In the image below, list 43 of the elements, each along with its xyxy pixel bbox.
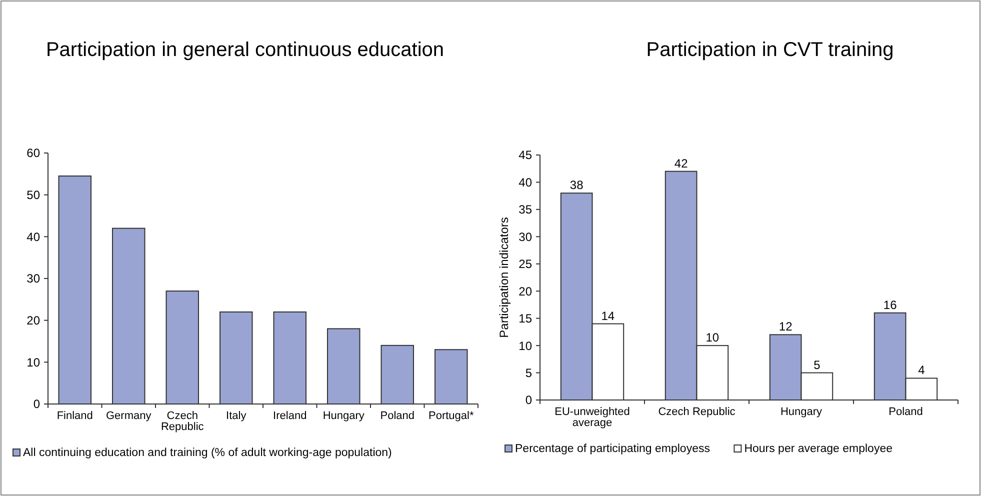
y-tick-label: 50: [26, 188, 40, 202]
data-label: 14: [601, 308, 615, 323]
y-tick-label: 25: [518, 257, 532, 272]
data-label: 12: [778, 320, 793, 334]
data-label: 5: [814, 358, 821, 372]
data-label: 42: [674, 156, 688, 170]
x-tick-label: Czech Republic: [160, 410, 204, 433]
y-tick-label: 20: [26, 314, 40, 328]
x-tick-label: Hungary: [780, 406, 823, 418]
x-tick-label: Poland: [888, 406, 923, 418]
x-tick-label: Italy: [226, 410, 247, 422]
y-tick-label: 0: [525, 393, 532, 408]
data-label: 16: [883, 298, 898, 312]
y-tick-label: 15: [518, 312, 532, 326]
y-tick-label: 60: [26, 146, 40, 160]
chart-title: Participation in general continuous education: [46, 39, 444, 61]
y-tick-label: 40: [518, 175, 532, 190]
legend-label: All continuing education and training (% of adult working-age population): [23, 447, 392, 459]
y-tick-label: 20: [518, 284, 532, 298]
x-tick-label: Czech Republic: [658, 406, 736, 418]
y-tick-label: 5: [525, 366, 532, 380]
y-tick-label: 30: [518, 230, 532, 244]
y-tick-label: 45: [518, 148, 532, 162]
y-tick-label: 0: [33, 397, 40, 412]
y-tick-label: 30: [26, 272, 40, 286]
chart-title: Participation in CVT training: [646, 39, 894, 61]
x-tick-label: Ireland: [273, 410, 307, 422]
y-tick-label: 40: [26, 230, 40, 244]
x-tick-label: Portugal*: [428, 410, 474, 422]
x-tick-label: Finland: [56, 410, 93, 422]
x-tick-label: Hungary: [322, 410, 365, 422]
legend-label: Hours per average employee: [744, 443, 893, 455]
x-tick-label: Poland: [380, 410, 415, 422]
data-label: 38: [570, 178, 584, 192]
x-tick-label: Germany: [106, 410, 152, 422]
y-axis-title: Participation indicators: [497, 217, 511, 338]
legend-label: Percentage of participating employess: [515, 443, 710, 455]
y-tick-label: 10: [518, 338, 532, 353]
y-tick-label: 35: [518, 202, 532, 217]
y-tick-label: 10: [26, 355, 40, 370]
data-label: 10: [706, 330, 720, 345]
x-tick-label: EU-unweighted average: [554, 406, 630, 429]
data-label: 4: [918, 363, 926, 378]
